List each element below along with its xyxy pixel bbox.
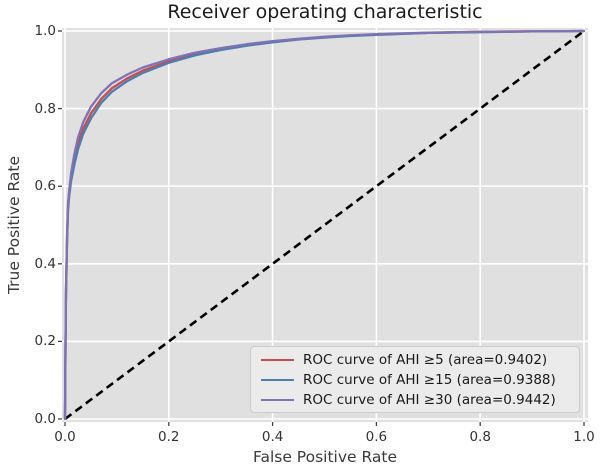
x-tick-label: 0.6 xyxy=(365,429,388,445)
legend-label-ahi15: ROC curve of AHI ≥15 (area=0.9388) xyxy=(303,371,556,388)
y-tick-label: 0.0 xyxy=(34,411,56,427)
x-tick-label: 1.0 xyxy=(573,429,595,445)
chance-diagonal-line xyxy=(64,29,585,421)
y-tick-label: 0.2 xyxy=(34,333,56,350)
legend-label-ahi30: ROC curve of AHI ≥30 (area=0.9442) xyxy=(303,391,556,408)
x-tick-label: 0.0 xyxy=(54,429,76,445)
legend: ROC curve of AHI ≥5 (area=0.9402) ROC cu… xyxy=(250,346,580,413)
legend-item-ahi15: ROC curve of AHI ≥15 (area=0.9388) xyxy=(261,370,573,389)
legend-item-ahi5: ROC curve of AHI ≥5 (area=0.9402) xyxy=(261,350,573,369)
y-tick-label: 0.4 xyxy=(34,255,56,272)
x-tick-label: 0.4 xyxy=(261,429,284,445)
x-tick-label: 0.2 xyxy=(158,429,180,445)
legend-line-ahi30 xyxy=(261,398,294,401)
legend-label-ahi5: ROC curve of AHI ≥5 (area=0.9402) xyxy=(303,351,548,368)
y-axis-label: True Positive Rate xyxy=(5,155,23,295)
y-tick-label: 1.0 xyxy=(34,23,56,39)
legend-line-ahi5 xyxy=(261,358,294,361)
x-axis-label: False Positive Rate xyxy=(252,448,398,466)
legend-item-ahi30: ROC curve of AHI ≥30 (area=0.9442) xyxy=(261,390,573,409)
y-tick-label: 0.8 xyxy=(34,100,56,117)
chart-title: Receiver operating characteristic xyxy=(167,1,483,23)
legend-line-ahi15 xyxy=(261,378,294,381)
y-tick-label: 0.6 xyxy=(34,178,56,195)
roc-curve-3 xyxy=(63,29,586,421)
x-tick-label: 0.8 xyxy=(469,429,491,445)
